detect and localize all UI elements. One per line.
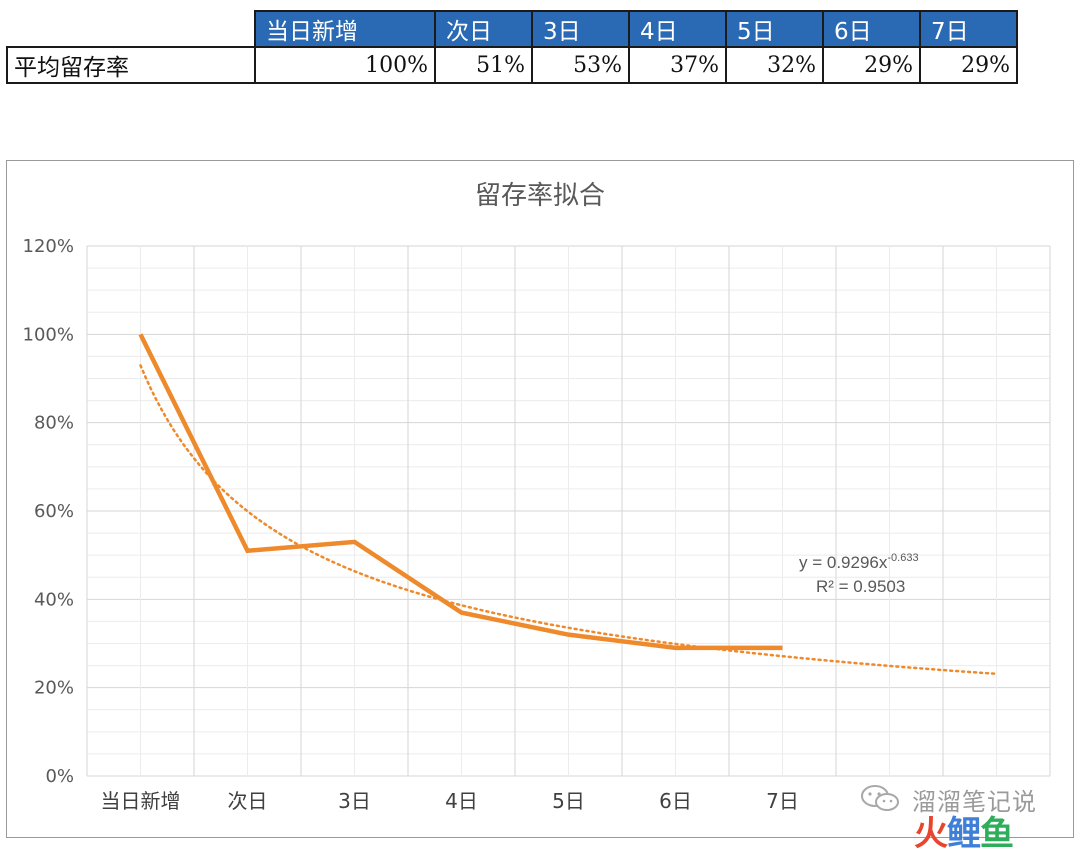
table-cell: 51% [435, 47, 532, 83]
watermark: 溜溜笔记说 火鲤鱼 [860, 782, 1070, 842]
y-tick-label: 40% [34, 589, 74, 610]
table-header-cell: 当日新增 [255, 11, 435, 47]
x-category-label: 4日 [445, 789, 478, 813]
watermark-logo-char: 火 [914, 814, 947, 854]
table-header-cell: 3日 [532, 11, 629, 47]
x-category-label: 5日 [552, 789, 585, 813]
table-cell: 29% [920, 47, 1017, 83]
trendline-equation: y = 0.9296x-0.633 [799, 552, 919, 572]
trendline-r-squared: R² = 0.9503 [816, 577, 905, 596]
retention-table: 当日新增 次日 3日 4日 5日 6日 7日 平均留存率 100% 51% 53… [6, 10, 1018, 84]
table-header-cell: 5日 [726, 11, 823, 47]
y-tick-label: 100% [23, 324, 74, 345]
table-row: 平均留存率 100% 51% 53% 37% 32% 29% 29% [7, 47, 1017, 83]
x-category-label: 6日 [659, 789, 692, 813]
y-tick-label: 20% [34, 678, 74, 699]
y-tick-label: 80% [34, 413, 74, 434]
x-category-label: 7日 [766, 789, 799, 813]
table-cell: 29% [823, 47, 920, 83]
watermark-logo-char: 鱼 [980, 814, 1013, 854]
table-header-cell: 6日 [823, 11, 920, 47]
table-header-cell: 次日 [435, 11, 532, 47]
x-category-label: 当日新增 [101, 789, 181, 813]
table-header-cell: 4日 [629, 11, 726, 47]
retention-chart: 0% 20% 40% 60% 80% 100% 120% 当日新增 次日 3日 4日 5日 6日 7日 y … [7, 161, 1072, 836]
trendline-equation-base: y = 0.9296x [799, 553, 888, 572]
x-category-label: 3日 [338, 789, 371, 813]
table-cell: 37% [629, 47, 726, 83]
table-cell: 53% [532, 47, 629, 83]
y-tick-label: 60% [34, 501, 74, 522]
table-corner-cell [7, 11, 255, 47]
watermark-logo-char: 鲤 [947, 814, 980, 854]
watermark-logo: 火鲤鱼 [914, 806, 1013, 855]
table-header-row: 当日新增 次日 3日 4日 5日 6日 7日 [7, 11, 1017, 47]
table-cell: 32% [726, 47, 823, 83]
x-category-label: 次日 [228, 789, 268, 813]
table-header-cell: 7日 [920, 11, 1017, 47]
trendline-equation-exponent: -0.633 [887, 552, 918, 564]
y-tick-label: 120% [23, 236, 74, 257]
table-row-label: 平均留存率 [7, 47, 255, 83]
table-cell: 100% [255, 47, 435, 83]
wechat-icon [860, 784, 900, 812]
y-tick-label: 0% [45, 766, 74, 787]
